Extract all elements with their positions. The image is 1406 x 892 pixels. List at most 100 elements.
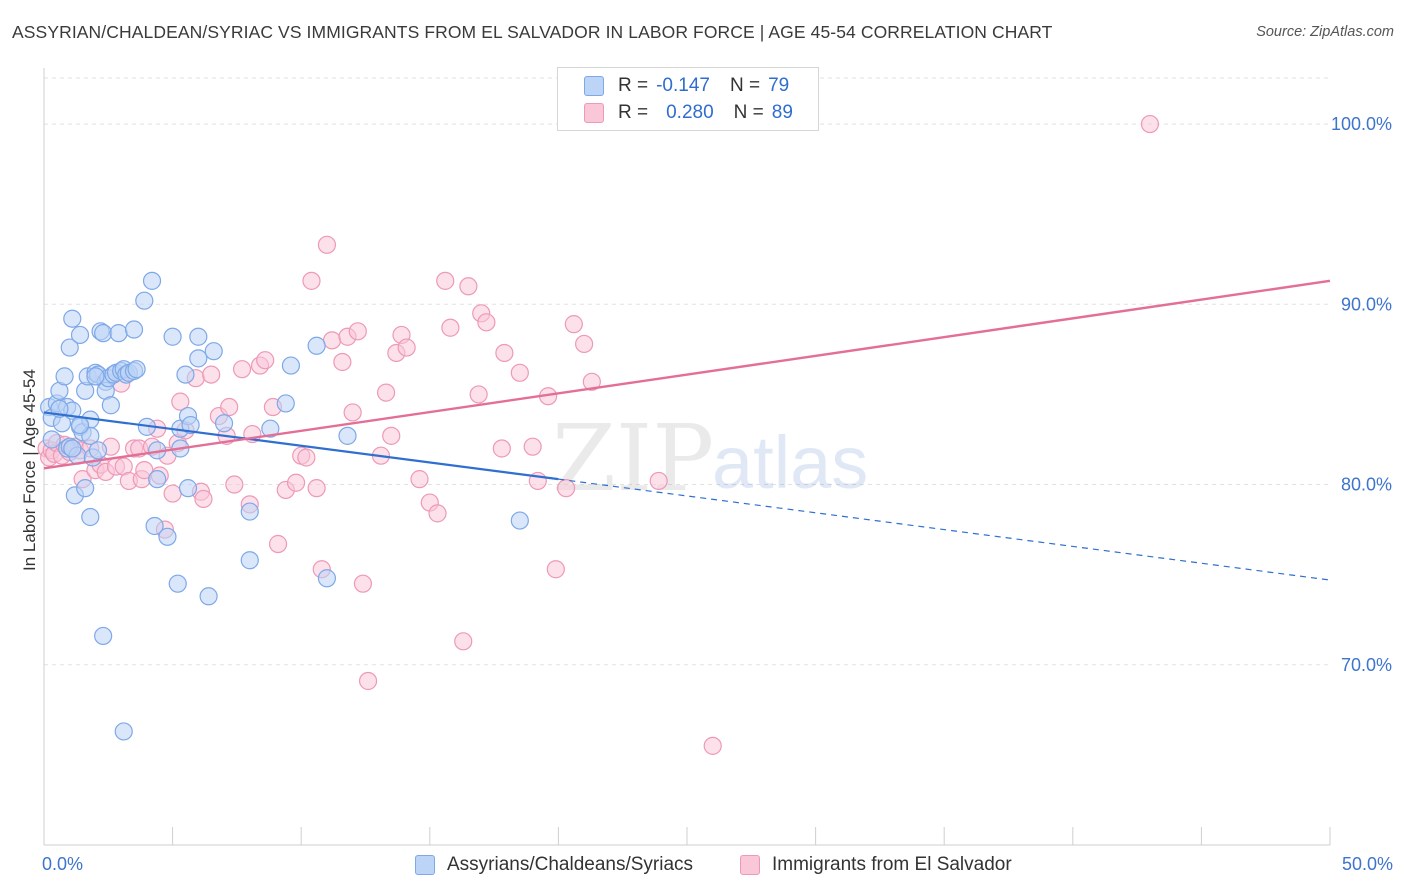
point-el-salvador xyxy=(492,439,511,458)
bottom-legend-swatch-blue xyxy=(415,855,435,875)
legend-swatch-blue xyxy=(584,76,604,96)
series-assyrian-points xyxy=(40,271,529,741)
y-tick-label: 100.0% xyxy=(1331,114,1392,134)
point-assyrian xyxy=(178,479,198,498)
legend-r-value: 0.280 xyxy=(666,102,714,123)
point-el-salvador xyxy=(353,574,373,593)
point-el-salvador xyxy=(564,315,583,334)
point-el-salvador xyxy=(1140,114,1160,134)
point-el-salvador xyxy=(582,372,601,391)
point-el-salvador xyxy=(454,632,473,651)
point-el-salvador xyxy=(225,475,244,494)
tick-labels: 70.0% 80.0% 90.0% 100.0% 0.0% 50.0% xyxy=(42,114,1393,874)
point-el-salvador xyxy=(333,352,352,372)
point-assyrian xyxy=(240,551,259,570)
point-el-salvador xyxy=(495,343,514,363)
point-el-salvador xyxy=(523,437,542,456)
point-el-salvador xyxy=(397,338,416,357)
point-el-salvador xyxy=(557,479,576,498)
point-el-salvador xyxy=(343,403,362,422)
point-el-salvador xyxy=(286,473,306,492)
bottom-legend-swatch-pink xyxy=(740,855,760,875)
point-assyrian xyxy=(114,722,133,741)
trend-lines xyxy=(43,279,1331,581)
legend-row-assyrian: R = -0.147 N = 79 xyxy=(584,73,789,99)
point-el-salvador xyxy=(307,479,326,498)
legend-swatch-pink xyxy=(584,103,604,123)
point-assyrian xyxy=(127,360,146,379)
y-tick-label: 80.0% xyxy=(1341,475,1392,495)
point-el-salvador xyxy=(358,671,378,691)
point-assyrian xyxy=(109,324,128,343)
point-el-salvador xyxy=(382,426,401,445)
point-assyrian xyxy=(94,324,113,343)
point-assyrian xyxy=(240,502,259,521)
watermark-atlas: atlas xyxy=(712,421,868,504)
point-el-salvador xyxy=(510,363,529,382)
point-assyrian xyxy=(168,574,187,593)
legend-n-value: 79 xyxy=(768,75,790,96)
point-assyrian xyxy=(317,569,337,588)
point-el-salvador xyxy=(163,484,182,503)
bottom-legend-el-salvador: Immigrants from El Salvador xyxy=(740,851,1012,879)
point-el-salvador xyxy=(469,385,488,404)
bottom-legend-assyrian: Assyrians/Chaldeans/Syriacs xyxy=(415,851,693,879)
point-assyrian xyxy=(101,396,120,415)
point-assyrian xyxy=(94,626,113,646)
point-assyrian xyxy=(55,367,74,386)
point-assyrian xyxy=(60,338,79,357)
point-el-salvador xyxy=(268,534,288,554)
point-assyrian xyxy=(261,419,280,438)
legend-r-label: R = xyxy=(618,75,649,96)
trend-line-assyrian-extension xyxy=(558,478,1331,581)
point-el-salvador xyxy=(302,271,321,290)
point-el-salvador xyxy=(297,448,316,467)
point-assyrian xyxy=(124,320,144,339)
point-assyrian xyxy=(204,342,223,361)
legend-n-value: 89 xyxy=(771,102,793,123)
point-assyrian xyxy=(63,309,82,328)
point-assyrian xyxy=(189,327,208,346)
point-el-salvador xyxy=(317,235,337,254)
correlation-legend: R = -0.147 N = 79 R = 0.280 N = 89 xyxy=(557,67,819,131)
point-el-salvador xyxy=(376,383,396,402)
legend-r-value: -0.147 xyxy=(656,75,710,96)
point-assyrian xyxy=(189,349,208,368)
x-tick-label: 0.0% xyxy=(42,854,83,874)
y-tick-label: 90.0% xyxy=(1341,294,1392,314)
point-el-salvador xyxy=(348,322,367,341)
point-assyrian xyxy=(163,327,182,346)
point-el-salvador xyxy=(703,736,722,755)
point-el-salvador xyxy=(220,397,239,417)
point-assyrian xyxy=(70,325,90,345)
source-credit: Source: ZipAtlas.com xyxy=(1256,24,1394,40)
point-assyrian xyxy=(142,271,162,290)
point-el-salvador xyxy=(171,392,190,411)
point-assyrian xyxy=(63,439,82,458)
point-assyrian xyxy=(181,415,200,435)
point-el-salvador xyxy=(436,271,455,290)
point-el-salvador xyxy=(256,351,275,370)
point-el-salvador xyxy=(649,471,668,491)
x-tick-label: 50.0% xyxy=(1342,854,1393,874)
point-assyrian xyxy=(307,336,326,355)
point-assyrian xyxy=(76,479,95,498)
point-assyrian xyxy=(158,527,177,546)
point-el-salvador xyxy=(477,313,496,332)
point-assyrian xyxy=(88,441,108,460)
legend-r-label: R = xyxy=(618,102,649,123)
legend-row-el-salvador: R = 0.280 N = 89 xyxy=(584,100,793,126)
point-el-salvador xyxy=(459,277,478,296)
chart-title: ASSYRIAN/CHALDEAN/SYRIAC VS IMMIGRANTS F… xyxy=(12,22,1053,42)
point-assyrian xyxy=(199,587,218,606)
legend-n-label: N = xyxy=(733,102,764,123)
y-axis-label: In Labor Force | Age 45-54 xyxy=(20,369,39,571)
point-assyrian xyxy=(145,516,164,536)
bottom-legend-label: Assyrians/Chaldeans/Syriacs xyxy=(447,854,694,875)
point-el-salvador xyxy=(575,334,594,354)
point-el-salvador xyxy=(194,489,213,509)
point-assyrian xyxy=(70,415,90,435)
point-assyrian xyxy=(86,367,105,386)
point-assyrian xyxy=(510,511,529,530)
